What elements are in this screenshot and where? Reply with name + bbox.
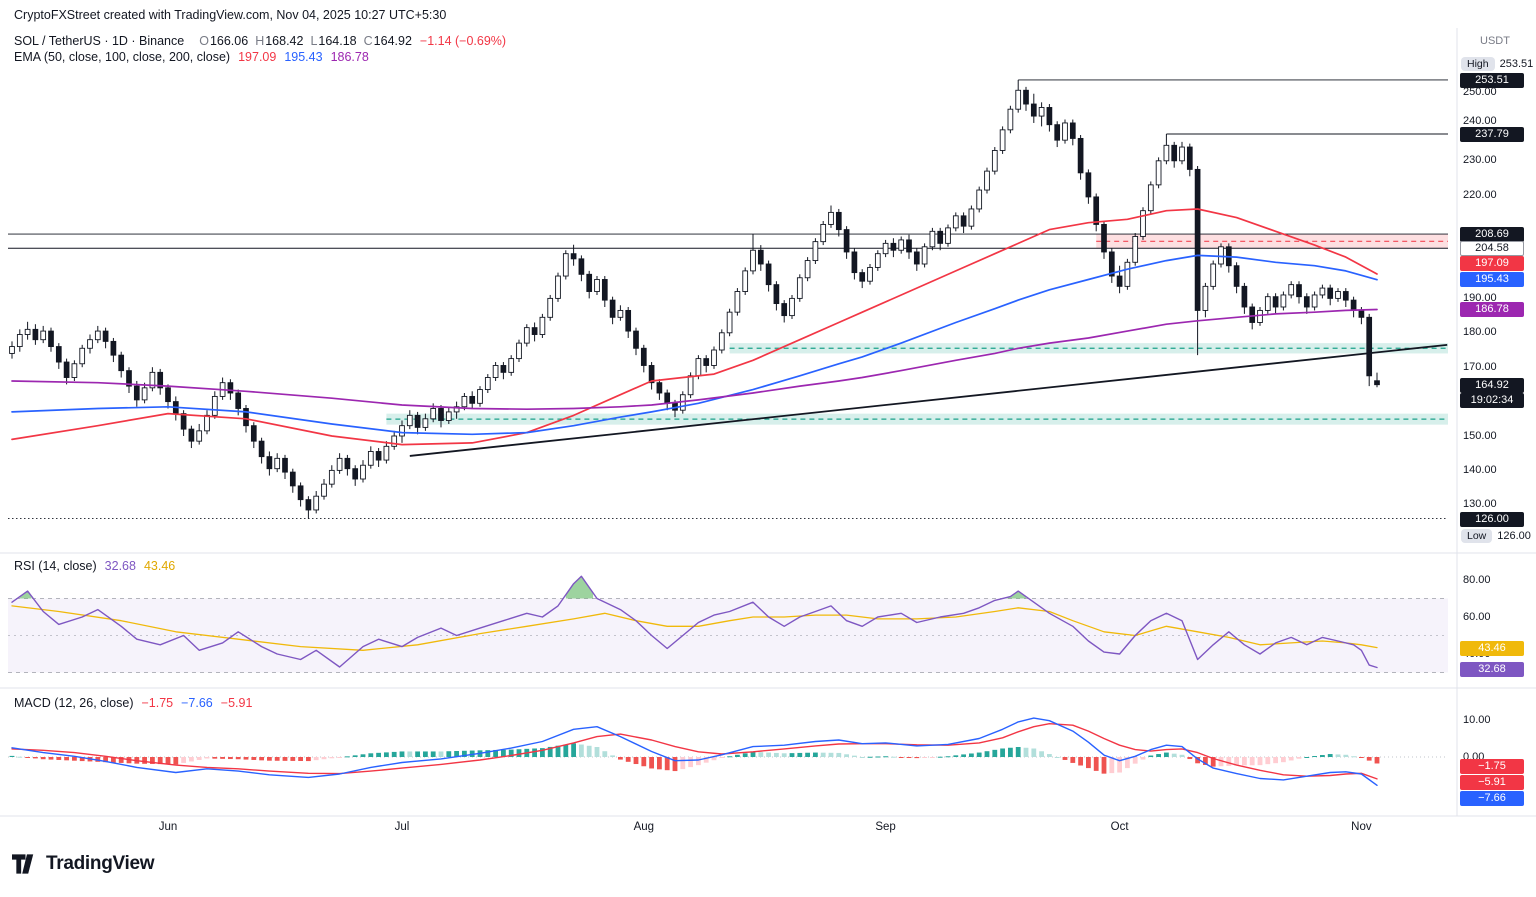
- rsi-badge: 32.68: [1460, 661, 1524, 677]
- rsi-ma-value: 43.46: [143, 559, 176, 573]
- price-badge: 253.51: [1460, 72, 1524, 88]
- time-scale[interactable]: Jun Jul Aug Sep Oct Nov: [0, 821, 1456, 837]
- price-badge: 204.58: [1460, 240, 1524, 256]
- price-tick: 150.00: [1463, 429, 1497, 442]
- change-value: −1.14 (−0.69%): [419, 34, 507, 48]
- ema50-value: 197.09: [238, 50, 277, 64]
- time-axis-label-oct: Oct: [1110, 821, 1129, 833]
- macd-badge: −1.75: [1460, 758, 1524, 774]
- tradingview-logo[interactable]: TradingView: [12, 853, 155, 875]
- price-tick: 220.00: [1463, 188, 1497, 201]
- time-axis-label-jul: Jul: [394, 821, 410, 833]
- price-badge: 164.92: [1460, 377, 1524, 393]
- macd-line-value: −7.66: [181, 696, 213, 710]
- time-axis-label-sep: Sep: [875, 821, 896, 833]
- low-pill: Low: [1461, 528, 1493, 543]
- rsi-tick: 60.00: [1463, 610, 1491, 623]
- macd-badge: −7.66: [1460, 790, 1524, 806]
- macd-legend[interactable]: MACD (12, 26, close) −1.75 −7.66 −5.91: [14, 696, 252, 710]
- tradingview-mark-icon: [12, 853, 34, 874]
- high-label: H: [255, 34, 265, 48]
- open-label: O: [199, 34, 209, 48]
- price-badge: 208.69: [1460, 226, 1524, 242]
- time-axis-label-nov: Nov: [1351, 821, 1372, 833]
- macd-tick: 10.00: [1463, 713, 1491, 726]
- price-scale[interactable]: 250.00 240.00 230.00 220.00 190.00 180.00 170.…: [1459, 0, 1535, 897]
- low-label: L: [310, 34, 318, 48]
- close-label: C: [363, 34, 373, 48]
- macd-badge: −5.91: [1460, 774, 1524, 790]
- low-value: 164.18: [318, 34, 357, 48]
- price-axis-currency[interactable]: USDT: [1480, 35, 1510, 47]
- ema100-value: 195.43: [284, 50, 323, 64]
- price-tick: 130.00: [1463, 498, 1497, 511]
- main-pane: [8, 79, 1448, 520]
- price-tick: 170.00: [1463, 360, 1497, 373]
- low-pill-value: 126.00: [1497, 529, 1531, 542]
- ema200-value: 186.78: [330, 50, 369, 64]
- price-badge: 195.43: [1460, 271, 1524, 287]
- macd-hist-value: −1.75: [141, 696, 174, 710]
- rsi-tick: 80.00: [1463, 573, 1491, 586]
- attribution-text: CryptoFXStreet created with TradingView.…: [14, 8, 447, 22]
- rsi-pane: [8, 575, 1448, 673]
- price-tick: 230.00: [1463, 154, 1497, 167]
- time-axis-label-jun: Jun: [158, 821, 178, 833]
- price-tick: 140.00: [1463, 463, 1497, 476]
- low-price-row: Low 126.00: [1461, 528, 1531, 543]
- rsi-legend[interactable]: RSI (14, close) 32.68 43.46: [14, 559, 175, 573]
- macd-pane: [8, 717, 1448, 786]
- price-tick: 180.00: [1463, 326, 1497, 339]
- price-tick: 190.00: [1463, 291, 1497, 304]
- time-axis-label-aug: Aug: [633, 821, 655, 833]
- macd-title: MACD (12, 26, close): [14, 696, 134, 710]
- price-tick: 250.00: [1463, 85, 1497, 98]
- tradingview-logo-text: TradingView: [46, 853, 155, 874]
- rsi-badge: 43.46: [1460, 640, 1524, 656]
- rsi-value: 32.68: [104, 559, 136, 573]
- macd-signal-value: −5.91: [220, 696, 253, 710]
- price-tick: 240.00: [1463, 114, 1497, 127]
- ema-legend[interactable]: EMA (50, close, 100, close, 200, close) …: [14, 50, 369, 64]
- price-badge: 126.00: [1460, 511, 1524, 527]
- countdown-badge: 19:02:34: [1460, 392, 1524, 408]
- high-value: 168.42: [265, 34, 304, 48]
- ema-title: EMA (50, close, 100, close, 200, close): [14, 50, 231, 64]
- high-price-row: High 253.51: [1461, 56, 1533, 71]
- symbol-title: SOL / TetherUS · 1D · Binance: [14, 34, 185, 48]
- rsi-title: RSI (14, close): [14, 559, 97, 573]
- high-pill: High: [1461, 56, 1495, 71]
- open-value: 166.06: [209, 34, 249, 48]
- high-pill-value: 253.51: [1499, 57, 1534, 70]
- close-value: 164.92: [373, 34, 412, 48]
- price-badge: 237.79: [1460, 126, 1524, 142]
- price-badge: 186.78: [1460, 301, 1524, 317]
- pane-separators: [0, 28, 1536, 817]
- price-badge: 197.09: [1460, 255, 1524, 271]
